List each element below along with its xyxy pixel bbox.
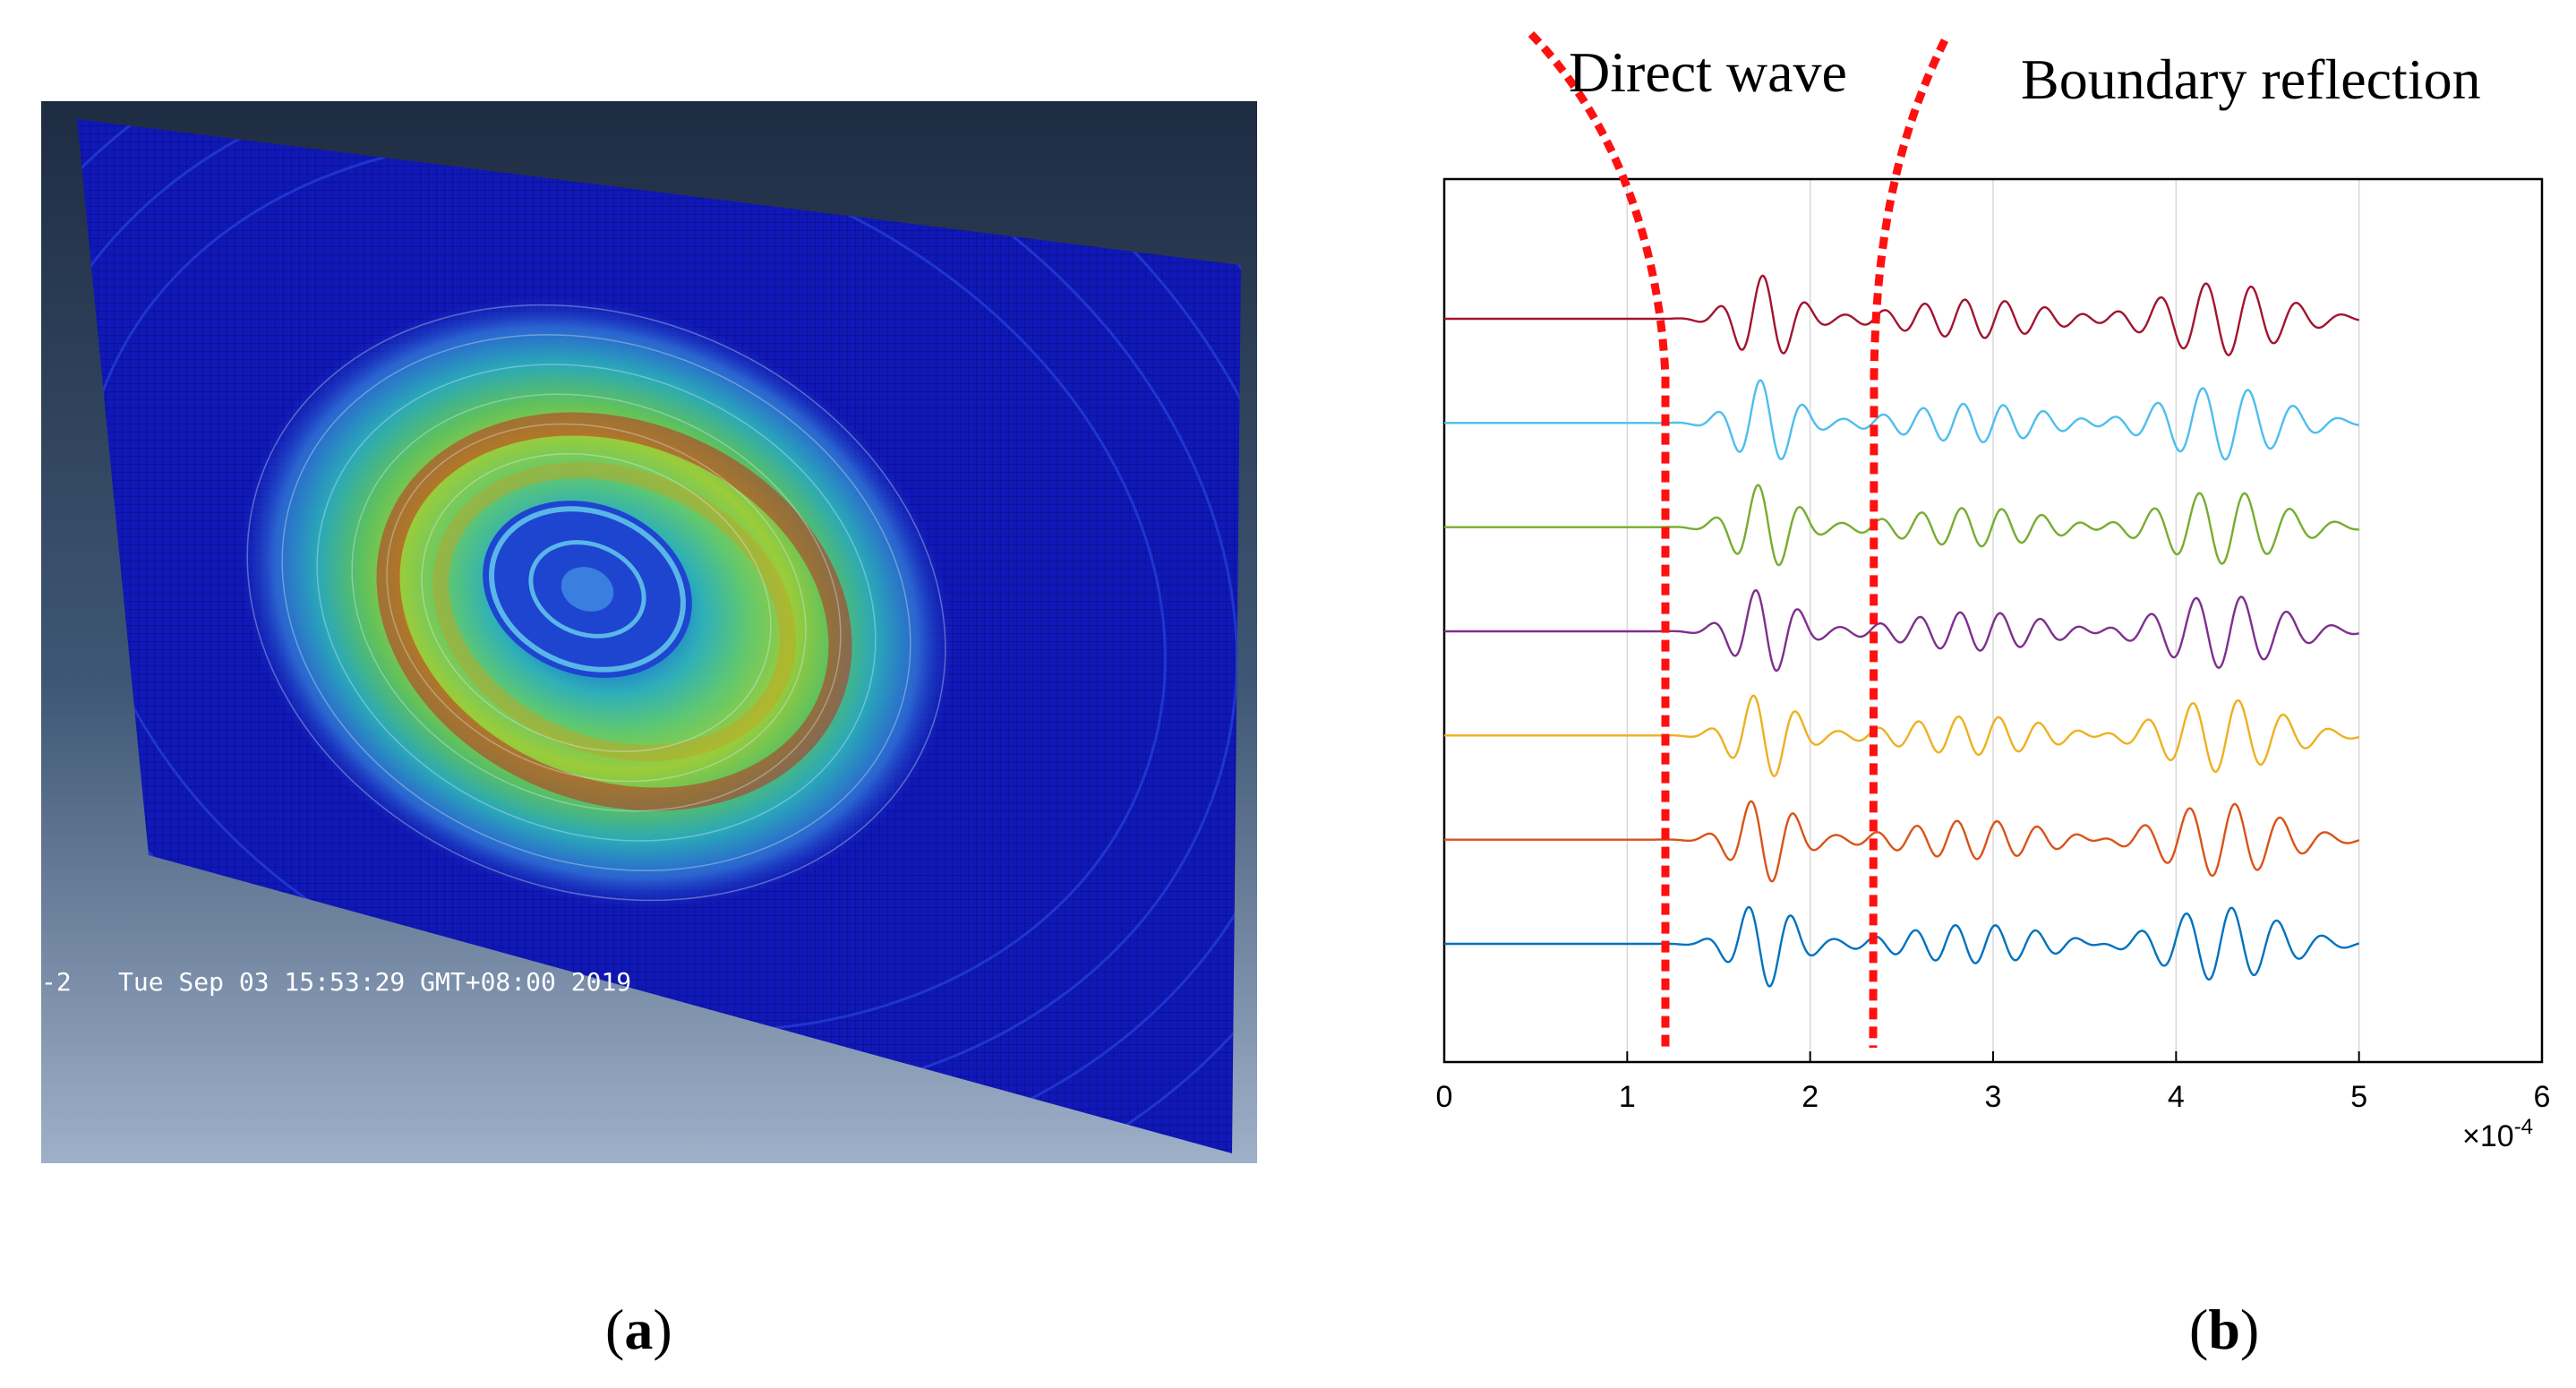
x-exponent-label: ×10-4 <box>2462 1115 2533 1153</box>
timestamp-prefix: -2 <box>41 967 72 997</box>
direct-wave-curve <box>1528 30 1670 1048</box>
x-tick-label: 2 <box>1801 1080 1819 1114</box>
x-tick-label: 0 <box>1436 1080 1453 1114</box>
caption-b: (b) <box>2189 1298 2260 1361</box>
x-tick-label: 3 <box>1985 1080 2002 1114</box>
waveform-trace <box>1444 905 2359 988</box>
waveform-trace <box>1444 274 2359 356</box>
simulation-timestamp: Tue Sep 03 15:53:29 GMT+08:00 2019 <box>118 967 631 997</box>
waveform-trace <box>1444 588 2359 673</box>
x-axis-ticks: 0 1 2 3 4 5 6 <box>1436 1051 2551 1114</box>
x-tick-label: 4 <box>2168 1080 2185 1114</box>
direct-wave-label: Direct wave <box>1569 40 1847 104</box>
boundary-reflection-curve <box>1869 39 1949 1049</box>
waveform-trace <box>1444 484 2359 567</box>
panel-a: -2 Tue Sep 03 15:53:29 GMT+08:00 2019 <box>41 101 1257 1163</box>
waveform-traces <box>1444 274 2359 988</box>
x-tick-label: 6 <box>2534 1080 2551 1114</box>
caption-a: (a) <box>605 1298 672 1361</box>
panel-b: 0 1 2 3 4 5 6 ×10-4 Direct wave Boundary refle… <box>1397 18 2570 1164</box>
x-tick-label: 5 <box>2350 1080 2367 1114</box>
waveform-trace <box>1444 694 2359 777</box>
waveform-trace <box>1444 800 2359 883</box>
x-tick-label: 1 <box>1619 1080 1636 1114</box>
simulation-render: -2 Tue Sep 03 15:53:29 GMT+08:00 2019 <box>41 101 1257 1163</box>
waveform-chart: 0 1 2 3 4 5 6 ×10-4 Direct wave Boundary refle… <box>1436 30 2551 1153</box>
boundary-reflection-label: Boundary reflection <box>2021 47 2481 111</box>
waveform-trace <box>1444 379 2359 461</box>
